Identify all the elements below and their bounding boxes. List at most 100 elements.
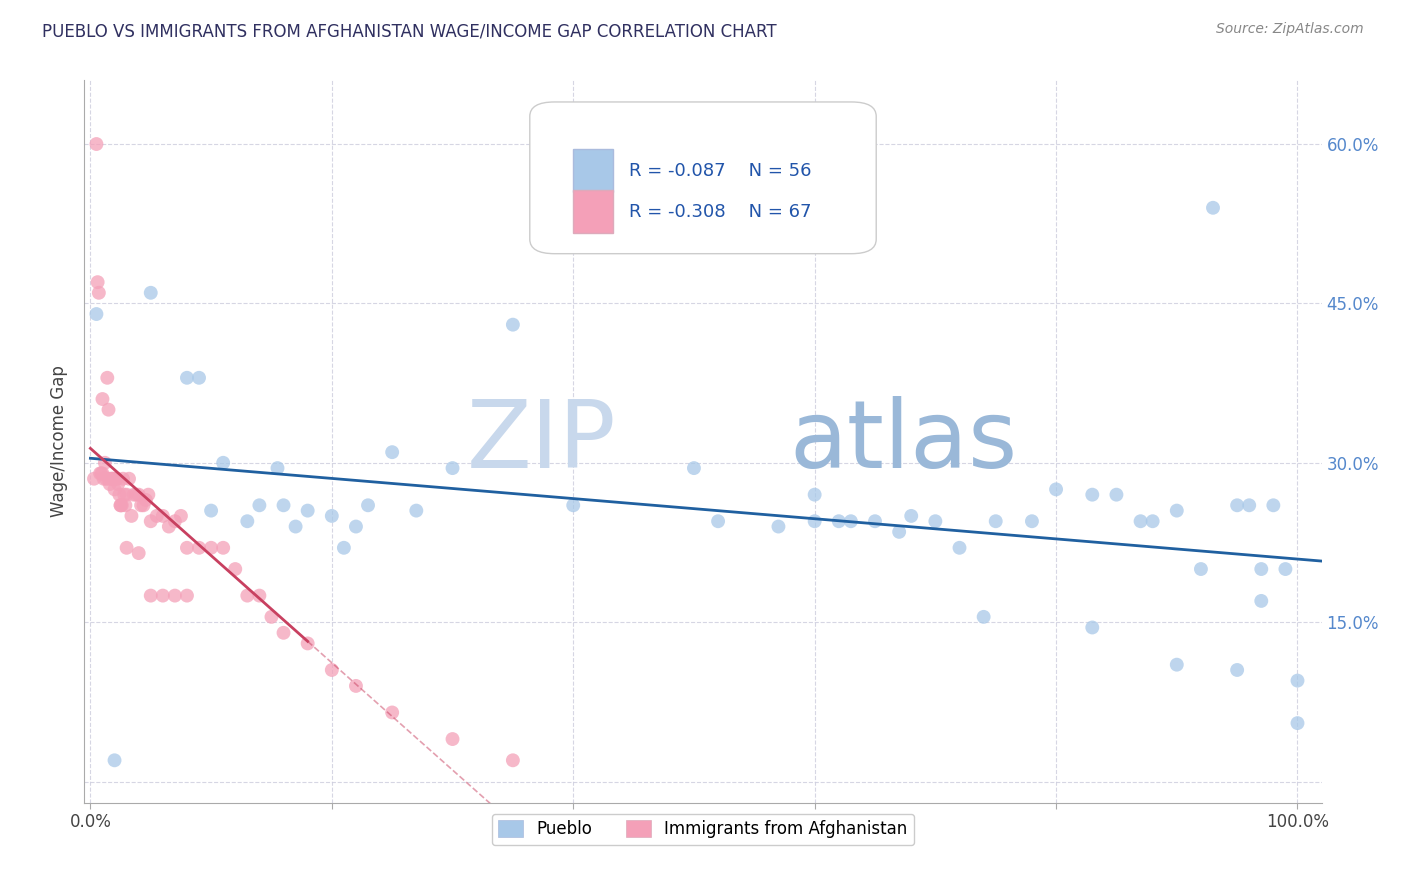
Point	[200, 541, 222, 555]
Point	[1129, 514, 1152, 528]
Point	[103, 753, 125, 767]
Point	[381, 445, 404, 459]
Point	[1250, 594, 1272, 608]
FancyBboxPatch shape	[574, 149, 613, 193]
Point	[247, 498, 270, 512]
Point	[224, 562, 246, 576]
Point	[163, 514, 186, 528]
Point	[266, 461, 288, 475]
Point	[122, 488, 145, 502]
Point	[112, 488, 135, 502]
Point	[1286, 716, 1309, 731]
Point	[405, 503, 427, 517]
Point	[1274, 562, 1296, 576]
Point	[1081, 488, 1104, 502]
Point	[139, 589, 162, 603]
Point	[91, 467, 114, 481]
Point	[984, 514, 1007, 528]
Point	[1189, 562, 1212, 576]
Point	[86, 307, 108, 321]
Point	[502, 318, 524, 332]
Point	[273, 498, 295, 512]
Point	[321, 663, 343, 677]
Point	[125, 488, 148, 502]
Point	[120, 508, 142, 523]
Point	[1021, 514, 1043, 528]
Point	[110, 498, 132, 512]
Point	[103, 472, 125, 486]
Point	[1142, 514, 1164, 528]
Point	[96, 371, 118, 385]
Point	[441, 461, 464, 475]
Point	[139, 514, 162, 528]
Point	[91, 392, 114, 406]
Point	[93, 472, 115, 486]
Point	[103, 472, 125, 486]
Point	[924, 514, 946, 528]
Point	[973, 610, 995, 624]
Point	[900, 508, 922, 523]
Text: Source: ZipAtlas.com: Source: ZipAtlas.com	[1216, 22, 1364, 37]
Point	[146, 508, 169, 523]
Point	[115, 488, 138, 502]
Point	[83, 472, 105, 486]
Point	[297, 636, 319, 650]
Text: ZIP: ZIP	[467, 395, 616, 488]
Point	[260, 610, 283, 624]
Point	[212, 541, 235, 555]
Point	[108, 488, 131, 502]
Point	[188, 541, 211, 555]
Point	[236, 589, 259, 603]
Point	[188, 371, 211, 385]
Point	[114, 498, 136, 512]
Point	[157, 519, 180, 533]
Point	[357, 498, 380, 512]
Point	[344, 679, 367, 693]
Point	[107, 477, 129, 491]
Point	[1263, 498, 1285, 512]
Point	[1045, 483, 1067, 497]
Text: PUEBLO VS IMMIGRANTS FROM AFGHANISTAN WAGE/INCOME GAP CORRELATION CHART: PUEBLO VS IMMIGRANTS FROM AFGHANISTAN WA…	[42, 22, 776, 40]
Point	[128, 488, 150, 502]
Point	[200, 503, 222, 517]
Point	[152, 508, 174, 523]
Point	[768, 519, 790, 533]
Point	[502, 753, 524, 767]
Point	[803, 514, 825, 528]
FancyBboxPatch shape	[530, 102, 876, 253]
Text: R = -0.308    N = 67: R = -0.308 N = 67	[628, 202, 811, 221]
Point	[297, 503, 319, 517]
Point	[839, 514, 862, 528]
Point	[441, 732, 464, 747]
Point	[105, 472, 128, 486]
Point	[104, 472, 127, 486]
Point	[98, 477, 121, 491]
Point	[132, 498, 155, 512]
Point	[707, 514, 730, 528]
Point	[111, 498, 134, 512]
Point	[284, 519, 307, 533]
Point	[111, 472, 134, 486]
Point	[828, 514, 851, 528]
Point	[1166, 657, 1188, 672]
Point	[118, 472, 141, 486]
Point	[889, 524, 911, 539]
Point	[247, 589, 270, 603]
Point	[101, 472, 124, 486]
FancyBboxPatch shape	[574, 190, 613, 234]
Point	[344, 519, 367, 533]
Point	[152, 589, 174, 603]
Point	[97, 402, 120, 417]
Point	[90, 467, 112, 481]
Point	[321, 508, 343, 523]
Point	[562, 498, 585, 512]
Y-axis label: Wage/Income Gap: Wage/Income Gap	[51, 366, 69, 517]
Point	[1237, 498, 1260, 512]
Point	[333, 541, 356, 555]
Point	[139, 285, 162, 300]
Point	[128, 546, 150, 560]
Point	[803, 488, 825, 502]
Point	[381, 706, 404, 720]
Point	[683, 461, 706, 475]
Point	[138, 488, 160, 502]
